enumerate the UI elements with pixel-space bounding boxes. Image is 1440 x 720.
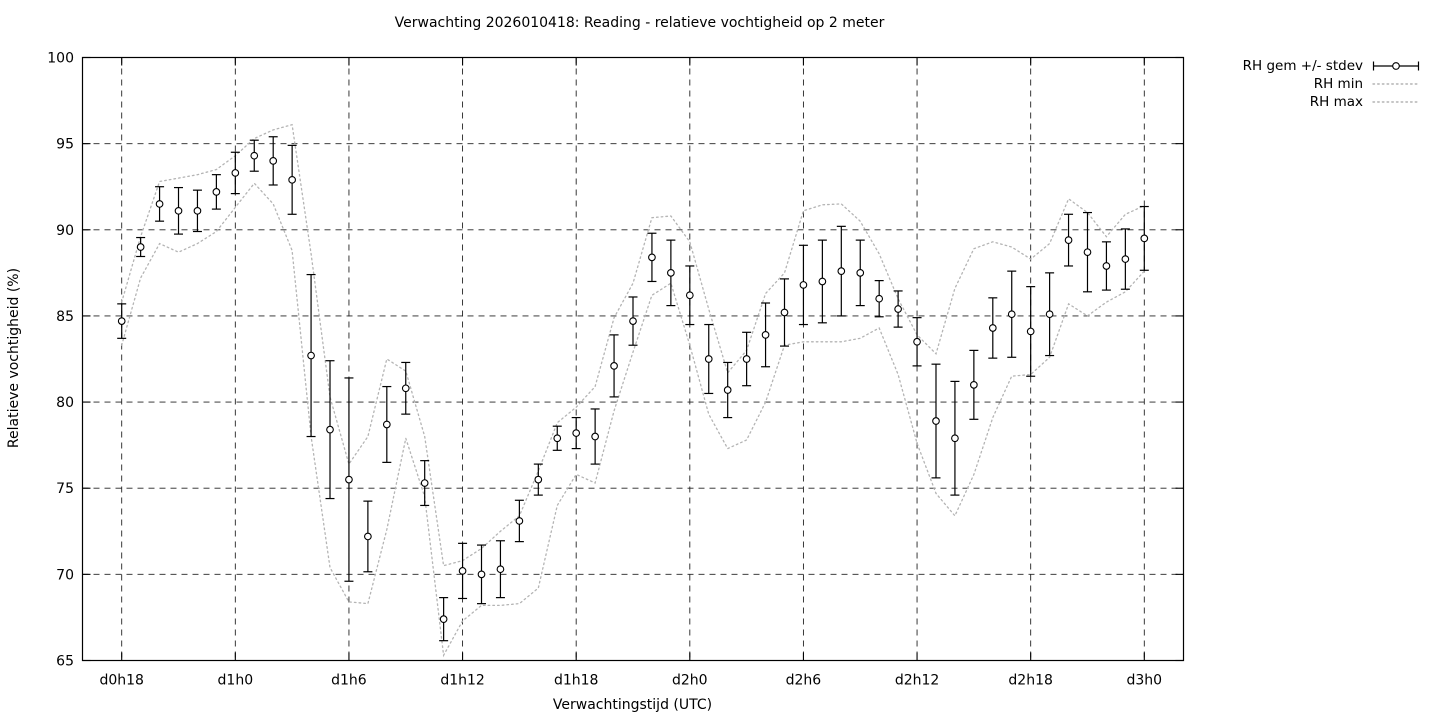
data-point — [1045, 310, 1054, 319]
data-point — [913, 337, 921, 346]
y-tick-labels: 65 70 75 80 85 90 95 100 — [47, 51, 74, 670]
legend-label-rh-max: RH max — [1309, 94, 1363, 110]
data-point — [477, 570, 486, 579]
data-point — [780, 308, 789, 317]
legend-row-rh-max: RH max — [1243, 93, 1420, 111]
data-point — [364, 532, 372, 541]
y-tick-label: 85 — [56, 309, 74, 325]
rh-min-line — [121, 182, 1145, 658]
legend-label-rh-gem: RH gem +/- stdev — [1242, 58, 1363, 74]
legend-row-rh-min: RH min — [1243, 75, 1420, 93]
data-point — [458, 567, 467, 575]
data-point — [250, 151, 259, 160]
data-point — [742, 355, 751, 363]
y-tick-label: 65 — [56, 654, 74, 670]
errorbar-sample-icon — [1372, 61, 1420, 71]
data-point — [1026, 327, 1035, 336]
data-point — [704, 355, 713, 363]
data-point — [685, 291, 694, 300]
y-tick-label: 75 — [56, 481, 74, 497]
data-point — [572, 429, 581, 437]
legend-row-rh-gem: RH gem +/- stdev — [1243, 57, 1420, 75]
data-point — [988, 324, 997, 332]
x-tick-label: d2h6 — [786, 673, 822, 689]
data-point — [401, 384, 410, 393]
x-tick-label: d3h0 — [1127, 673, 1163, 689]
y-tick-label: 95 — [56, 137, 74, 153]
data-point — [1064, 236, 1073, 244]
data-point — [117, 317, 126, 325]
data-point — [288, 175, 296, 184]
rh-max-line — [121, 123, 1145, 567]
x-tick-label: d2h0 — [672, 673, 708, 689]
x-tick-label: d0h18 — [99, 673, 143, 689]
data-point — [1102, 262, 1111, 270]
x-tick-labels: d0h18 d1h0 d1h6 d1h12 d1h18 d2h0 d2h6 d2h12 d2h1… — [99, 673, 1162, 689]
x-tick-label: d1h18 — [554, 673, 598, 689]
data-point — [818, 277, 827, 286]
data-point — [723, 386, 732, 394]
dotted-line-min-sample-icon — [1372, 83, 1420, 85]
legend-label-rh-min: RH min — [1313, 76, 1363, 92]
data-point — [1121, 255, 1130, 263]
data-point — [856, 269, 865, 277]
data-point — [875, 294, 884, 303]
data-point — [629, 317, 637, 325]
chart-title: Verwachting 2026010418: Reading - relati… — [394, 15, 885, 31]
data-point — [1140, 234, 1149, 243]
data-point — [231, 169, 240, 177]
x-axis-title: Verwachtingstijd (UTC) — [552, 697, 713, 713]
data-point — [326, 425, 334, 434]
data-point — [534, 475, 543, 484]
data-point — [496, 565, 505, 574]
y-tick-label: 100 — [47, 51, 74, 67]
data-point — [193, 206, 202, 215]
data-point — [136, 243, 145, 251]
data-point — [932, 417, 940, 425]
rh-gem-errorbars — [117, 136, 1149, 642]
x-tick-label: d2h18 — [1008, 673, 1052, 689]
data-point — [799, 281, 808, 289]
data-point — [970, 380, 978, 389]
data-point — [1007, 310, 1016, 319]
data-point — [667, 269, 675, 277]
data-point — [212, 188, 221, 196]
data-point — [515, 517, 524, 525]
data-point — [894, 305, 902, 313]
data-point — [951, 434, 959, 443]
data-point — [1083, 248, 1092, 257]
x-tick-label: d1h12 — [440, 673, 484, 689]
data-point — [174, 206, 183, 215]
data-point — [761, 331, 770, 339]
legend: RH gem +/- stdev RH min RH max — [1243, 57, 1420, 111]
data-point — [553, 434, 562, 443]
x-tick-label: d1h0 — [218, 673, 254, 689]
data-point — [155, 200, 164, 208]
data-point — [591, 432, 599, 441]
plot-border — [81, 56, 1185, 662]
data-point — [382, 420, 391, 429]
data-point — [439, 615, 448, 624]
data-point — [345, 475, 353, 484]
data-point — [648, 253, 656, 262]
data-point — [610, 362, 618, 370]
grid-lines — [82, 57, 1184, 661]
x-tick-label: d1h6 — [331, 673, 367, 689]
data-point — [269, 157, 278, 165]
y-tick-label: 90 — [56, 223, 74, 239]
data-point — [420, 479, 429, 487]
rh-gem-points — [117, 151, 1149, 624]
data-point — [837, 267, 846, 275]
dotted-line-max-sample-icon — [1372, 101, 1420, 103]
y-tick-label: 80 — [56, 395, 74, 411]
data-point — [307, 351, 315, 360]
y-axis-title: Relatieve vochtigheid (%) — [6, 267, 22, 449]
axis-ticks — [82, 56, 1184, 662]
y-tick-label: 70 — [56, 567, 74, 583]
x-tick-label: d2h12 — [895, 673, 939, 689]
